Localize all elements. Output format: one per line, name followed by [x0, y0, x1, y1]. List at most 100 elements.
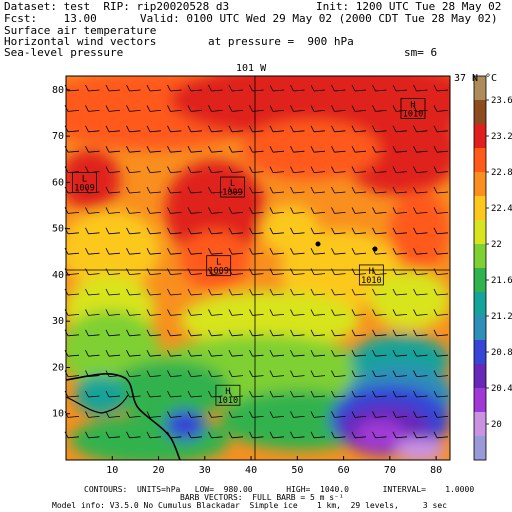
wind-barb: [208, 350, 223, 357]
wind-barb: [228, 125, 244, 133]
wind-barb: [269, 125, 285, 133]
colorbar-swatch: [474, 316, 486, 341]
wind-barb: [64, 329, 80, 337]
wind-barb: [126, 309, 141, 316]
wind-barb: [249, 309, 264, 316]
wind-barb: [331, 431, 346, 439]
wind-barb: [372, 329, 387, 337]
wind-barb: [187, 268, 203, 275]
wind-barb: [433, 227, 449, 235]
wind-barb: [290, 431, 305, 439]
center-value-label: 1009: [222, 188, 242, 198]
wind-barb: [310, 370, 326, 377]
wind-barb: [269, 350, 285, 357]
x-tick-label: 30: [199, 465, 211, 476]
longitude-label: 101 W: [236, 63, 267, 74]
wind-barb: [372, 390, 387, 398]
wind-barb: [167, 288, 182, 296]
wind-barb: [64, 288, 80, 296]
wind-barb: [433, 125, 449, 133]
wind-barb: [413, 431, 428, 439]
wind-barb: [372, 350, 387, 357]
wind-barb: [64, 227, 80, 235]
wind-barb: [208, 309, 223, 316]
colorbar-swatch: [474, 196, 486, 221]
wind-barb: [351, 227, 367, 235]
wind-barb: [85, 207, 100, 214]
wind-barb: [126, 431, 141, 439]
wind-barb: [105, 431, 121, 439]
wind-barb: [85, 370, 100, 377]
wind-barb: [187, 207, 203, 214]
wind-barb: [167, 431, 182, 439]
forecast-hour-label: Fcst: 13.00: [4, 12, 97, 25]
wind-barb: [208, 227, 223, 235]
x-tick-label: 80: [430, 465, 442, 476]
wind-barb: [310, 186, 326, 194]
wind-barb: [249, 84, 264, 92]
x-tick-label: 70: [384, 465, 396, 476]
colorbar-swatch: [474, 244, 486, 269]
wind-barb: [290, 248, 305, 255]
wind-barb: [208, 288, 223, 296]
wind-barb: [331, 207, 346, 214]
colorbar-swatch: [474, 100, 486, 125]
wind-barb: [146, 329, 162, 337]
wind-barb: [351, 309, 367, 316]
wind-barb: [269, 227, 285, 235]
wind-barb: [249, 431, 264, 439]
wind-barb: [310, 248, 326, 255]
wind-barb: [167, 207, 182, 214]
wind-barb: [249, 248, 264, 255]
wind-barb: [433, 207, 449, 214]
wind-barb: [187, 329, 203, 337]
colorbar-swatch: [474, 124, 486, 149]
wind-barb: [85, 146, 100, 153]
center-type-label: L: [82, 174, 87, 184]
center-value-label: 1009: [74, 183, 94, 193]
wind-barb: [413, 84, 428, 92]
wind-barb: [228, 248, 244, 255]
wind-barb: [85, 411, 100, 418]
wind-barb: [269, 146, 285, 153]
wind-barb: [310, 84, 326, 92]
wind-barb: [105, 186, 121, 194]
wind-barb: [208, 146, 223, 153]
y-tick-label: 60: [52, 177, 64, 188]
wind-barb: [64, 370, 80, 377]
y-tick-label: 50: [52, 224, 64, 235]
colorbar-swatch: [474, 292, 486, 317]
wind-barb: [249, 207, 264, 214]
wind-barb: [228, 166, 244, 173]
wind-barb: [290, 309, 305, 316]
wind-barb: [167, 411, 182, 418]
wind-barb: [249, 411, 264, 418]
colorbar-label: 23.2: [491, 132, 512, 142]
colorbar-label: 22.8: [491, 168, 512, 178]
wind-barb: [187, 370, 203, 377]
wind-barb: [228, 390, 244, 398]
wind-barb: [105, 105, 121, 112]
wind-barb: [146, 411, 162, 418]
wind-barb: [413, 227, 428, 235]
wind-barb: [146, 166, 162, 173]
wind-barb: [126, 166, 141, 173]
wind-barb: [331, 411, 346, 418]
wind-barb: [413, 248, 428, 255]
wind-barb: [310, 288, 326, 296]
wind-barb: [392, 411, 408, 418]
wind-barb: [413, 146, 428, 153]
wind-barb: [208, 207, 223, 214]
wind-barb: [208, 268, 223, 275]
center-value-label: 1010: [361, 276, 381, 286]
wind-barb: [433, 431, 449, 439]
wind-barb: [331, 125, 346, 133]
wind-barb: [126, 146, 141, 153]
colorbar-swatch: [474, 268, 486, 293]
wind-barb: [228, 411, 244, 418]
wind-barb: [126, 248, 141, 255]
wind-barb: [351, 431, 367, 439]
wind-barb: [269, 268, 285, 275]
wind-barb: [228, 186, 244, 194]
